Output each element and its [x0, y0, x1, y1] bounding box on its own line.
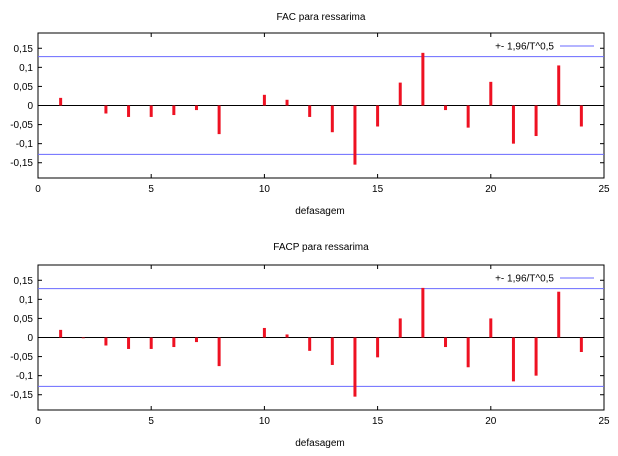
x-tick-label: 20 — [485, 184, 497, 195]
y-tick-label: -0,1 — [16, 371, 34, 382]
y-tick-label: 0,1 — [19, 63, 33, 74]
x-axis-label: defasagem — [295, 206, 344, 217]
y-tick-label: 0 — [27, 333, 33, 344]
y-tick-label: 0,05 — [14, 82, 34, 93]
y-tick-label: 0 — [27, 101, 33, 112]
x-tick-label: 15 — [372, 184, 384, 195]
x-tick-label: 20 — [485, 416, 497, 427]
y-tick-label: -0,15 — [10, 390, 33, 401]
x-tick-label: 5 — [148, 416, 154, 427]
y-tick-label: 0,05 — [14, 314, 34, 325]
x-tick-label: 15 — [372, 416, 384, 427]
y-tick-label: 0,1 — [19, 295, 33, 306]
y-tick-label: -0,1 — [16, 139, 34, 150]
chart-title: FACP para ressarima — [273, 242, 369, 253]
legend-label: +- 1,96/T^0,5 — [495, 274, 554, 285]
x-tick-label: 25 — [598, 184, 610, 195]
y-tick-label: 0,15 — [14, 44, 34, 55]
chart-panel-1: FAC para ressarima -0,15 -0,1 -0,05 0 0,05 0,1… — [10, 12, 610, 217]
y-tick-label: -0,05 — [10, 120, 33, 131]
x-tick-label: 10 — [259, 184, 271, 195]
x-tick-label: 10 — [259, 416, 271, 427]
x-tick-label: 25 — [598, 416, 610, 427]
legend-label: +- 1,96/T^0,5 — [495, 42, 554, 53]
x-tick-label: 0 — [35, 416, 41, 427]
y-tick-label: 0,15 — [14, 276, 34, 287]
chart-panel-2: FACP para ressarima -0,15 -0,1 -0,05 0 0,05 0,… — [10, 242, 610, 449]
y-tick-label: -0,15 — [10, 158, 33, 169]
y-tick-label: -0,05 — [10, 352, 33, 363]
x-axis-label: defasagem — [295, 438, 344, 449]
x-tick-label: 0 — [35, 184, 41, 195]
chart-title: FAC para ressarima — [277, 12, 366, 23]
x-tick-label: 5 — [148, 184, 154, 195]
